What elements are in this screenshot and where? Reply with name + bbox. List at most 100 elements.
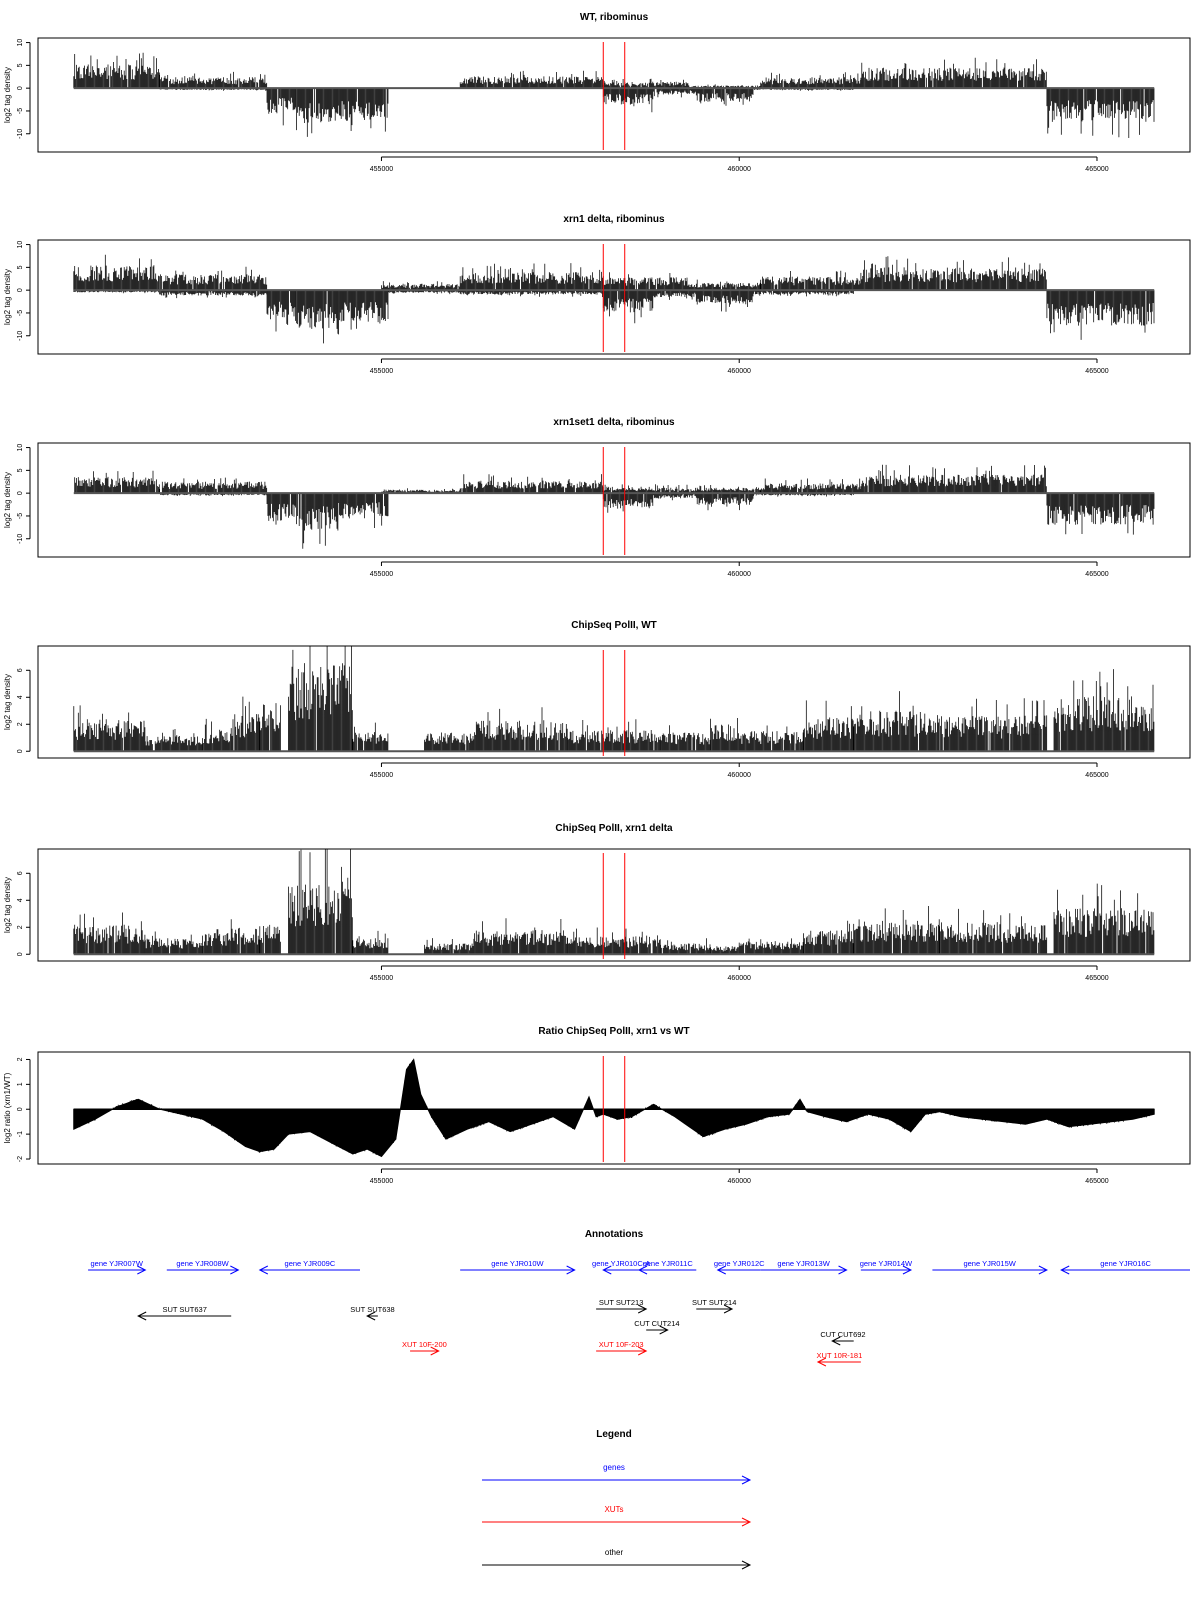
data-region	[567, 927, 661, 955]
data-spikes	[602, 484, 690, 494]
data-spikes	[159, 71, 268, 89]
data-region	[653, 290, 697, 300]
feature-label: gene YJR015W	[963, 1259, 1016, 1268]
data-spikes	[660, 938, 711, 955]
data-spikes	[803, 920, 854, 955]
y-tick-label: 10	[17, 39, 24, 47]
data-spikes	[567, 927, 661, 955]
x-tick-label: 460000	[728, 1178, 751, 1185]
x-tick-label: 465000	[1085, 1178, 1108, 1185]
data-spikes	[602, 493, 654, 513]
feature-label: CUT CUT214	[634, 1319, 679, 1328]
data-spikes	[803, 700, 854, 752]
data-spikes	[602, 272, 690, 291]
data-region	[695, 493, 754, 511]
arrow-head-icon	[1060, 1265, 1070, 1275]
feature-gene: gene YJR013W	[760, 1259, 848, 1275]
data-spikes	[459, 70, 603, 89]
data-spikes	[74, 470, 160, 494]
data-region	[474, 707, 568, 752]
data-spikes	[860, 464, 1047, 494]
feature-label: SUT SUT213	[599, 1298, 643, 1307]
y-tick-label: -5	[17, 310, 24, 316]
data-region	[860, 57, 1047, 89]
data-spikes	[753, 290, 854, 297]
y-tick-label: 0	[17, 288, 24, 292]
data-region	[1046, 493, 1155, 535]
legend-label: XUTs	[604, 1505, 623, 1514]
data-region	[567, 719, 661, 752]
feature-other: SUT SUT214	[692, 1298, 736, 1314]
y-axis-label: log2 tag density	[3, 472, 12, 528]
data-region	[602, 493, 654, 513]
data-spikes	[1053, 883, 1155, 955]
feature-gene: gene YJR014W	[860, 1259, 913, 1275]
chart-data	[73, 849, 1155, 956]
y-tick-label: 2	[17, 925, 24, 929]
data-region	[710, 946, 739, 955]
data-region	[459, 70, 603, 89]
data-region	[73, 52, 160, 89]
x-tick-label: 465000	[1085, 166, 1108, 173]
data-region	[424, 938, 475, 955]
feature-xut: XUT 10F-203	[596, 1340, 648, 1356]
data-spikes	[602, 78, 690, 89]
arrow-head-icon	[816, 1357, 827, 1367]
data-spikes	[266, 493, 296, 525]
data-region	[710, 718, 739, 752]
plot-frame	[37, 645, 1191, 759]
legend: Legend genes XUTs other	[482, 1429, 752, 1570]
arrow-head-icon	[838, 1265, 848, 1275]
data-spikes	[860, 57, 1047, 89]
data-region	[73, 705, 146, 752]
data-region	[266, 493, 296, 525]
data-spikes	[266, 290, 296, 332]
data-region	[760, 72, 861, 89]
data-region	[602, 78, 690, 89]
data-region	[860, 464, 1047, 494]
data-spikes	[474, 918, 568, 955]
data-region	[73, 254, 160, 291]
x-tick-label: 465000	[1085, 368, 1108, 375]
feature-other: CUT CUT214	[634, 1319, 680, 1335]
chart-data	[73, 464, 1155, 549]
data-spikes	[230, 696, 260, 752]
arrow-head-icon	[741, 1517, 752, 1527]
chart-panel-3: xrn1set1 delta, ribominus log2 tag densit…	[3, 417, 1191, 578]
data-spikes	[295, 88, 339, 137]
y-axis-label: log2 tag density	[3, 67, 12, 123]
data-region	[853, 906, 940, 955]
data-spikes	[738, 938, 804, 955]
y-tick-label: 4	[17, 695, 24, 699]
y-tick-label: 5	[17, 265, 24, 269]
series-2	[159, 88, 1155, 138]
legend-label: other	[605, 1548, 624, 1557]
feature-gene: gene YJR012C	[714, 1259, 765, 1275]
feature-label: SUT SUT638	[350, 1305, 394, 1314]
feature-label: gene YJR007W	[91, 1259, 144, 1268]
x-tick-label: 455000	[370, 166, 393, 173]
data-region	[1053, 669, 1155, 752]
x-tick-label: 455000	[370, 1178, 393, 1185]
data-region	[803, 920, 854, 955]
data-region	[602, 290, 654, 324]
feature-label: gene YJR008W	[176, 1259, 229, 1268]
chart-panel-5: ChipSeq PolII, xrn1 delta log2 tag densit…	[3, 823, 1191, 982]
data-region	[1053, 883, 1155, 955]
feature-xut: XUT 10F-200	[402, 1340, 447, 1356]
arrow-head-icon	[723, 1304, 734, 1314]
data-spikes	[1046, 88, 1155, 138]
data-region	[259, 703, 281, 752]
data-spikes	[352, 722, 389, 752]
feature-label: gene YJR016C	[1100, 1259, 1151, 1268]
series-2	[159, 493, 1155, 549]
chart-title: xrn1 delta, ribominus	[563, 214, 665, 225]
data-region	[424, 732, 475, 752]
data-region	[738, 938, 804, 955]
y-tick-label: 1	[17, 1082, 24, 1086]
data-region	[266, 290, 296, 332]
data-region	[660, 938, 711, 955]
data-spikes	[202, 718, 231, 752]
data-spikes	[459, 290, 604, 297]
